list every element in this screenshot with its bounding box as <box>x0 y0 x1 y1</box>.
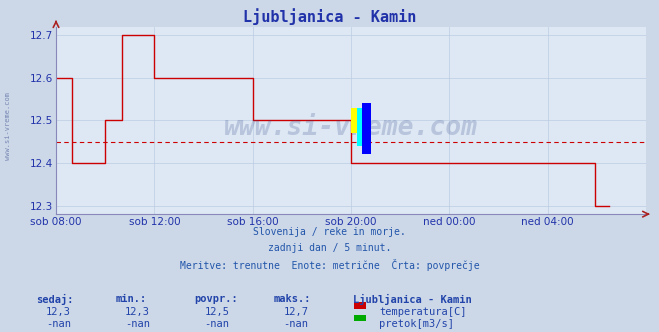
Text: sedaj:: sedaj: <box>36 294 74 305</box>
Text: 12,3: 12,3 <box>125 307 150 317</box>
Text: -nan: -nan <box>125 319 150 329</box>
Text: -nan: -nan <box>46 319 71 329</box>
Text: -nan: -nan <box>283 319 308 329</box>
Text: Slovenija / reke in morje.: Slovenija / reke in morje. <box>253 227 406 237</box>
Text: Meritve: trenutne  Enote: metrične  Črta: povprečje: Meritve: trenutne Enote: metrične Črta: … <box>180 259 479 271</box>
Text: min.:: min.: <box>115 294 146 304</box>
Text: www.si-vreme.com: www.si-vreme.com <box>5 92 11 160</box>
Text: 12,7: 12,7 <box>283 307 308 317</box>
Text: Ljubljanica - Kamin: Ljubljanica - Kamin <box>243 8 416 25</box>
Text: www.si-vreme.com: www.si-vreme.com <box>224 115 478 141</box>
Text: povpr.:: povpr.: <box>194 294 238 304</box>
Text: -nan: -nan <box>204 319 229 329</box>
Text: 12,3: 12,3 <box>46 307 71 317</box>
Text: 12,5: 12,5 <box>204 307 229 317</box>
Text: Ljubljanica - Kamin: Ljubljanica - Kamin <box>353 294 471 305</box>
Text: maks.:: maks.: <box>273 294 311 304</box>
Text: zadnji dan / 5 minut.: zadnji dan / 5 minut. <box>268 243 391 253</box>
Text: temperatura[C]: temperatura[C] <box>379 307 467 317</box>
Text: pretok[m3/s]: pretok[m3/s] <box>379 319 454 329</box>
